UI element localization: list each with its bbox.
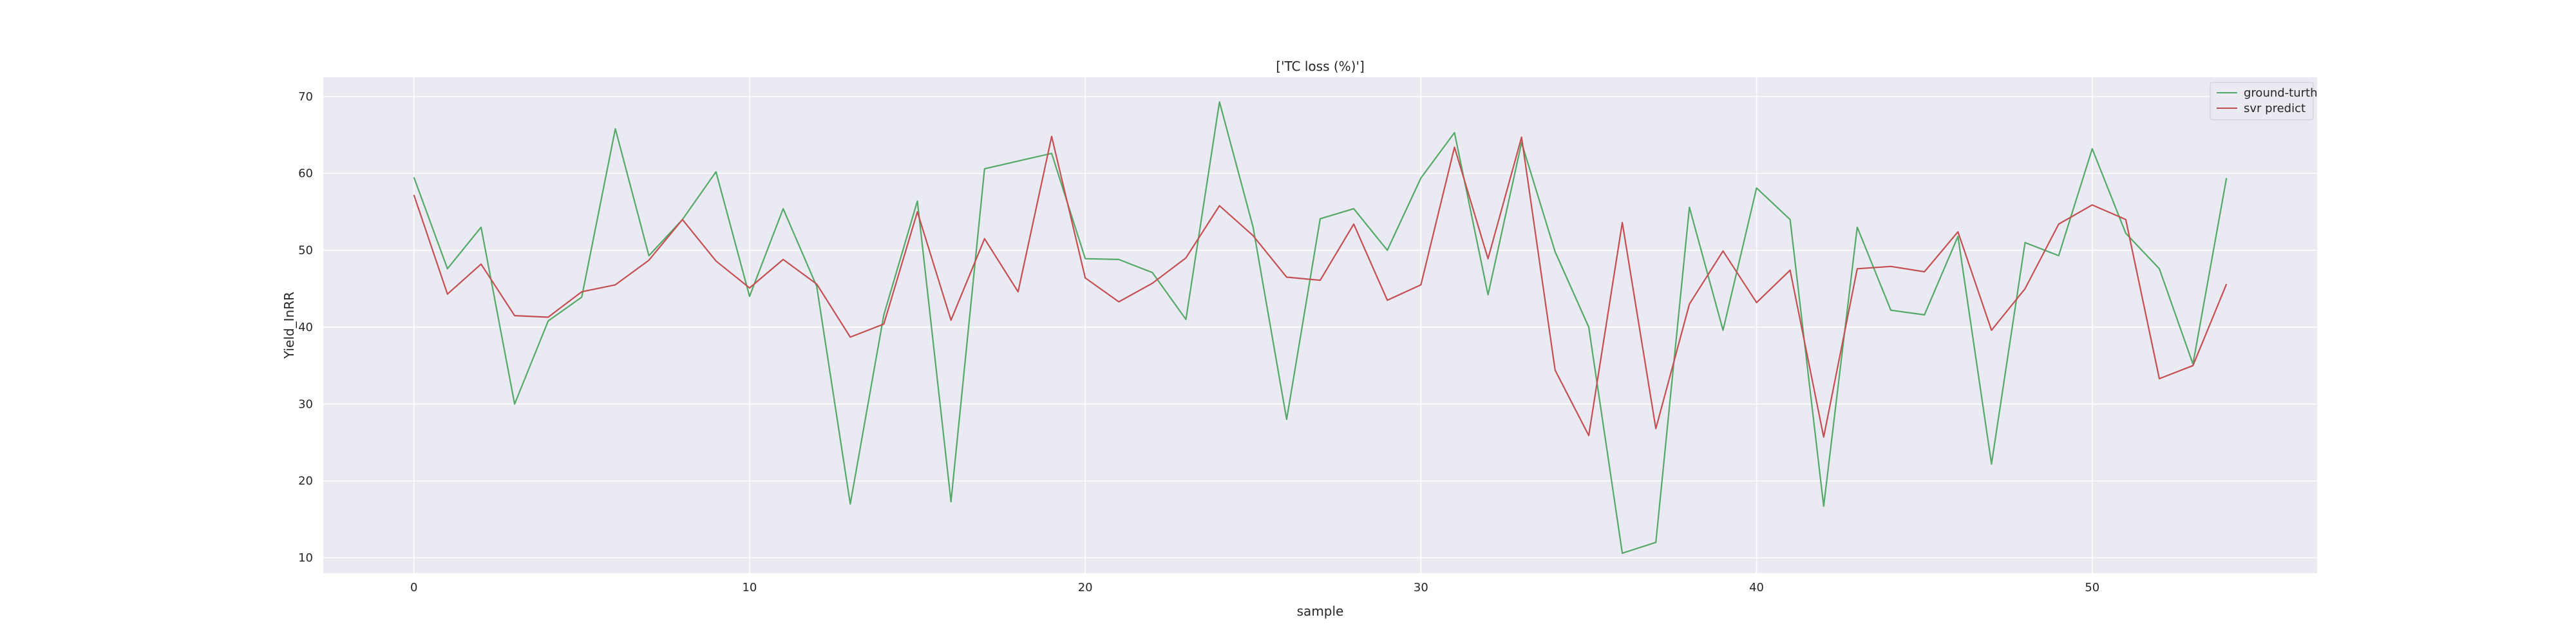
y-tick-label: 60 — [298, 167, 313, 180]
y-tick-label: 30 — [298, 397, 313, 411]
plot-area — [323, 77, 2317, 573]
x-tick-label: 50 — [2085, 581, 2099, 594]
x-axis-label: sample — [1297, 603, 1344, 619]
legend-label-ground-truth: ground-turth — [2244, 86, 2318, 100]
series-line-svr-predict — [413, 135, 2228, 438]
y-tick-label: 70 — [298, 90, 313, 104]
chart-title: ['TC loss (%)'] — [1276, 59, 1365, 74]
series-layer — [413, 101, 2228, 554]
y-axis-label: Yield_InRR — [281, 292, 297, 359]
legend-box — [2210, 82, 2314, 120]
x-tick-labels: 0 10 20 30 40 50 — [410, 581, 2099, 594]
y-tick-label: 40 — [298, 321, 313, 334]
y-tick-label: 50 — [298, 244, 313, 258]
x-tick-label: 40 — [1749, 581, 1764, 594]
y-tick-labels: 10 20 30 40 50 60 70 — [298, 90, 313, 565]
legend: ground-turth svr predict — [2210, 82, 2318, 120]
y-tick-label: 20 — [298, 475, 313, 488]
x-tick-label: 0 — [410, 581, 417, 594]
x-tick-label: 30 — [1414, 581, 1428, 594]
x-tick-label: 20 — [1078, 581, 1093, 594]
y-tick-label: 10 — [298, 551, 313, 565]
grid-lines — [323, 77, 2317, 573]
series-line-ground-turth — [413, 101, 2228, 554]
x-tick-label: 10 — [742, 581, 757, 594]
legend-label-svr-predict: svr predict — [2244, 102, 2306, 115]
